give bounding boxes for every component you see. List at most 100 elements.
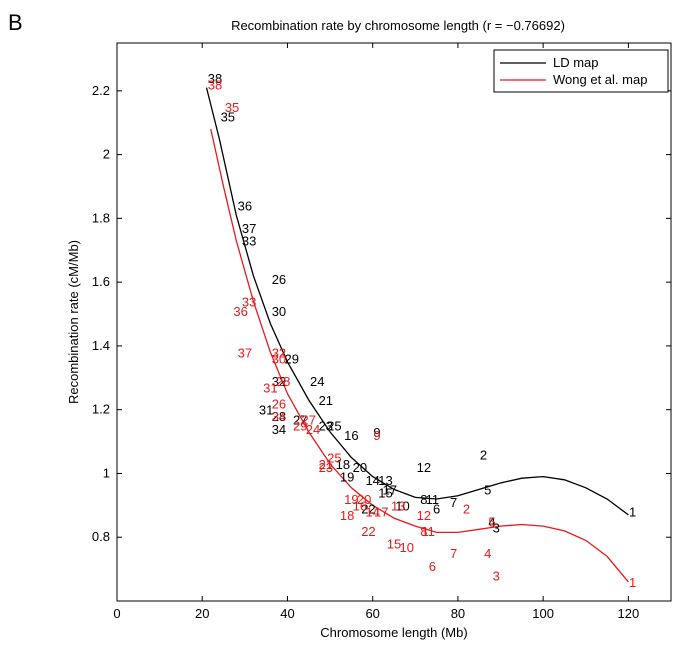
- point-label-series-1-chr-6: 6: [429, 559, 436, 574]
- x-tick-label: 0: [113, 606, 120, 621]
- point-label-series-0-chr-1: 1: [629, 505, 636, 520]
- point-label-series-1-chr-14: 14: [365, 505, 379, 520]
- point-label-series-0-chr-37: 37: [242, 221, 256, 236]
- point-label-series-0-chr-28: 28: [272, 409, 286, 424]
- point-label-series-0-chr-29: 29: [284, 352, 298, 367]
- point-label-series-0-chr-14: 14: [365, 473, 379, 488]
- y-tick-label: 1: [103, 465, 110, 480]
- legend-entry-wong-map: Wong et al. map: [553, 72, 647, 87]
- x-tick-label: 60: [365, 606, 379, 621]
- point-label-series-0-chr-25: 25: [327, 419, 341, 434]
- fit-lines: [205, 87, 629, 583]
- point-label-series-0-chr-26: 26: [272, 272, 286, 287]
- point-label-series-1-chr-30: 30: [272, 352, 286, 367]
- point-label-series-1-chr-17: 17: [374, 505, 388, 520]
- point-label-series-1-chr-29: 29: [293, 419, 307, 434]
- point-label-series-1-chr-11: 11: [421, 524, 435, 539]
- point-label-series-1-chr-28: 28: [276, 374, 290, 389]
- point-label-series-0-chr-36: 36: [238, 199, 252, 214]
- point-label-series-1-chr-1: 1: [629, 575, 636, 590]
- point-label-series-1-chr-27: 27: [302, 412, 316, 427]
- x-tick-label: 20: [195, 606, 209, 621]
- fit-line-series-1: [210, 128, 629, 583]
- y-axis-label: Recombination rate (cM/Mb): [66, 240, 81, 404]
- y-tick-label: 1.8: [92, 210, 110, 225]
- point-label-series-1-chr-33: 33: [242, 294, 256, 309]
- point-label-series-1-chr-19: 19: [344, 492, 358, 507]
- point-label-series-0-chr-10: 10: [395, 498, 409, 513]
- point-label-series-1-chr-20: 20: [357, 492, 371, 507]
- legend-entry-ld-map: LD map: [553, 55, 599, 70]
- y-tick-label: 2: [103, 147, 110, 162]
- point-label-series-1-chr-38: 38: [208, 77, 222, 92]
- panel-label: B: [8, 10, 23, 35]
- point-label-series-1-chr-31: 31: [263, 380, 277, 395]
- point-label-series-0-chr-12: 12: [417, 460, 431, 475]
- point-label-series-1-chr-2: 2: [463, 502, 470, 517]
- point-label-series-0-chr-27: 27: [293, 412, 307, 427]
- point-label-series-1-chr-32: 32: [272, 345, 286, 360]
- point-label-series-0-chr-34: 34: [272, 422, 286, 437]
- point-label-series-0-chr-2: 2: [480, 447, 487, 462]
- y-tick-label: 1.6: [92, 274, 110, 289]
- point-label-series-0-chr-13: 13: [378, 473, 392, 488]
- point-label-series-1-chr-34: 34: [272, 409, 286, 424]
- point-label-series-1-chr-35: 35: [225, 100, 239, 115]
- x-axis-label: Chromosome length (Mb): [320, 625, 467, 640]
- point-label-series-1-chr-5: 5: [488, 514, 495, 529]
- point-label-series-1-chr-7: 7: [450, 546, 457, 561]
- plot-area: [116, 42, 672, 602]
- point-label-series-0-chr-11: 11: [426, 492, 440, 507]
- point-label-series-0-chr-35: 35: [221, 109, 235, 124]
- point-label-series-1-chr-3: 3: [493, 568, 500, 583]
- point-label-series-1-chr-15: 15: [387, 537, 401, 552]
- point-label-series-1-chr-21: 21: [319, 457, 333, 472]
- point-label-series-0-chr-15: 15: [378, 486, 392, 501]
- point-label-series-1-chr-12: 12: [417, 508, 431, 523]
- point-label-series-0-chr-22: 22: [361, 502, 375, 517]
- point-label-series-0-chr-8: 8: [420, 492, 427, 507]
- point-label-series-0-chr-3: 3: [493, 521, 500, 536]
- point-label-series-0-chr-21: 21: [319, 393, 333, 408]
- x-tick-label: 40: [280, 606, 294, 621]
- fit-line-series-0: [205, 87, 629, 516]
- x-tick-label: 120: [618, 606, 640, 621]
- x-tick-label: 80: [451, 606, 465, 621]
- point-label-series-0-chr-9: 9: [373, 425, 380, 440]
- x-tick-label: 100: [532, 606, 554, 621]
- point-label-series-1-chr-18: 18: [340, 508, 354, 523]
- point-label-series-0-chr-38: 38: [208, 71, 222, 86]
- y-tick-label: 1.4: [92, 338, 110, 353]
- point-label-series-1-chr-22: 22: [361, 524, 375, 539]
- point-label-series-1-chr-37: 37: [238, 345, 252, 360]
- point-label-series-0-chr-33: 33: [242, 234, 256, 249]
- point-label-series-0-chr-23: 23: [319, 419, 333, 434]
- point-label-series-0-chr-20: 20: [353, 460, 367, 475]
- point-label-series-0-chr-32: 32: [272, 374, 286, 389]
- point-label-series-1-chr-36: 36: [233, 304, 247, 319]
- point-label-series-1-chr-10: 10: [400, 540, 414, 555]
- y-tick-label: 0.8: [92, 529, 110, 544]
- point-label-series-1-chr-4: 4: [484, 546, 491, 561]
- point-label-series-1-chr-16: 16: [353, 498, 367, 513]
- chart-title: Recombination rate by chromosome length …: [231, 18, 565, 33]
- point-label-series-0-chr-6: 6: [433, 502, 440, 517]
- point-label-series-1-chr-9: 9: [373, 428, 380, 443]
- legend: LD map Wong et al. map: [493, 49, 669, 93]
- point-label-series-0-chr-18: 18: [336, 457, 350, 472]
- point-label-series-1-chr-25: 25: [327, 451, 341, 466]
- point-label-series-1-chr-23: 23: [319, 460, 333, 475]
- y-tick-label: 2.2: [92, 83, 110, 98]
- point-label-series-0-chr-24: 24: [310, 374, 324, 389]
- legend-box: [493, 49, 669, 93]
- point-label-series-1-chr-13: 13: [391, 498, 405, 513]
- point-label-series-0-chr-17: 17: [383, 482, 397, 497]
- y-tick-label: 1.2: [92, 402, 110, 417]
- point-label-series-0-chr-4: 4: [488, 514, 495, 529]
- point-label-series-1-chr-24: 24: [306, 422, 320, 437]
- point-label-series-1-chr-26: 26: [272, 396, 286, 411]
- point-label-series-0-chr-16: 16: [344, 428, 358, 443]
- point-label-series-0-chr-5: 5: [484, 482, 491, 497]
